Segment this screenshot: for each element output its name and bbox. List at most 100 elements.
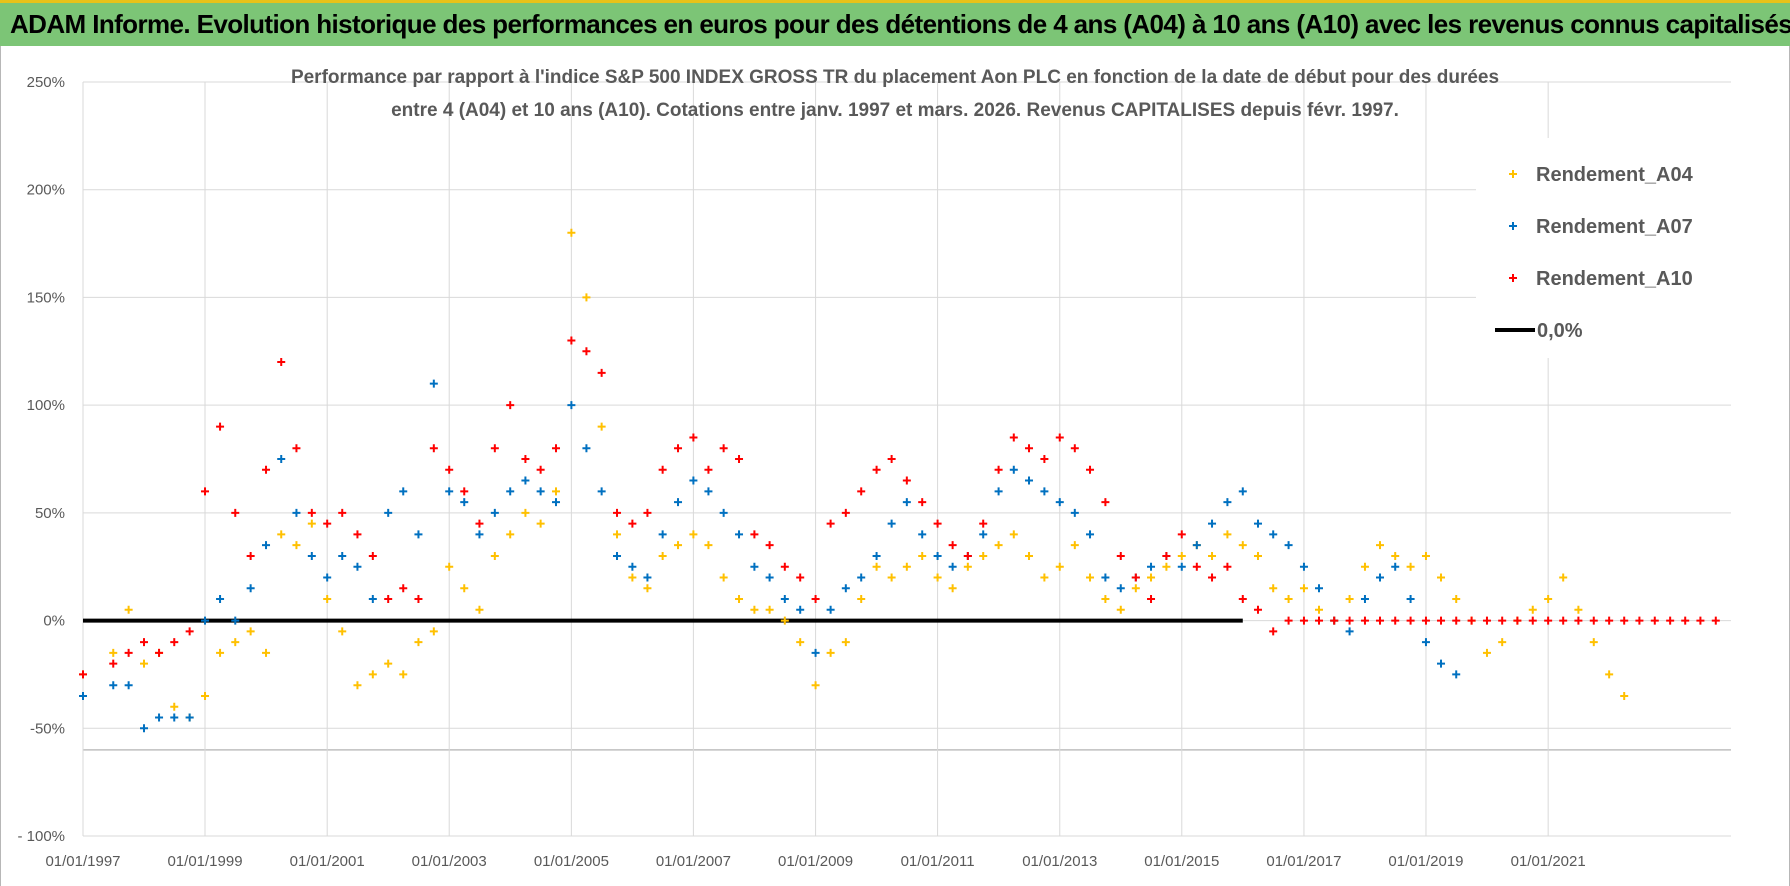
data-point	[963, 562, 972, 571]
y-tick-label: - 100%	[17, 828, 65, 845]
data-point	[1238, 595, 1247, 604]
data-point	[948, 562, 957, 571]
legend-label: 0,0%	[1537, 320, 1583, 342]
data-point	[140, 724, 149, 733]
data-point	[445, 562, 454, 571]
data-point	[1482, 616, 1491, 625]
data-point	[628, 519, 637, 528]
data-point	[918, 498, 927, 507]
data-point	[780, 595, 789, 604]
data-point	[79, 691, 87, 700]
data-point	[841, 584, 850, 593]
data-point	[536, 519, 545, 528]
data-point	[1696, 616, 1705, 625]
data-point	[918, 551, 927, 560]
data-point	[460, 487, 469, 496]
y-tick-label: 50%	[35, 505, 65, 522]
data-point	[445, 465, 454, 474]
data-point	[368, 551, 377, 560]
data-point	[475, 530, 484, 539]
data-point	[1406, 562, 1415, 571]
data-point	[689, 530, 698, 539]
series-rendement_a07	[79, 379, 1461, 733]
data-point	[1498, 616, 1507, 625]
data-point	[643, 573, 652, 582]
data-point	[1116, 551, 1125, 560]
data-point	[1284, 595, 1293, 604]
data-point	[826, 519, 835, 528]
x-tick-label: 01/01/1999	[167, 853, 242, 870]
data-point	[1253, 605, 1262, 614]
data-point	[750, 562, 759, 571]
data-point	[1147, 562, 1156, 571]
data-point	[1437, 659, 1446, 668]
data-point	[765, 605, 774, 614]
data-point	[1070, 508, 1079, 517]
data-point	[124, 605, 133, 614]
data-point	[857, 595, 866, 604]
data-point	[796, 573, 805, 582]
data-point	[597, 368, 606, 377]
data-point	[552, 444, 561, 453]
data-point	[292, 541, 301, 550]
data-point	[1116, 605, 1125, 614]
data-point	[1025, 476, 1034, 485]
data-point	[1666, 616, 1675, 625]
data-point	[1025, 551, 1034, 560]
data-point	[1101, 498, 1110, 507]
legend-box	[1476, 138, 1731, 358]
data-point	[1406, 616, 1415, 625]
data-point	[1620, 691, 1629, 700]
data-point	[841, 508, 850, 517]
data-point	[750, 605, 759, 614]
data-point	[1238, 487, 1247, 496]
data-point	[979, 551, 988, 560]
legend-swatch-marker	[1509, 170, 1517, 178]
data-point	[216, 648, 225, 657]
data-point	[1437, 573, 1446, 582]
data-point	[811, 595, 820, 604]
x-tick-label: 01/01/2011	[901, 853, 975, 870]
data-point	[536, 487, 545, 496]
data-point	[277, 530, 286, 539]
data-point	[1284, 541, 1293, 550]
data-point	[475, 605, 484, 614]
data-point	[399, 584, 408, 593]
data-point	[1711, 616, 1720, 625]
data-point	[170, 702, 179, 711]
data-point	[1482, 648, 1491, 657]
data-point	[1421, 551, 1430, 560]
data-point	[872, 551, 881, 560]
data-point	[674, 444, 683, 453]
data-point	[1299, 584, 1308, 593]
data-point	[1009, 465, 1018, 474]
data-point	[811, 681, 820, 690]
data-point	[231, 638, 240, 647]
data-point	[689, 476, 698, 485]
data-point	[1269, 584, 1278, 593]
x-tick-label: 01/01/2017	[1266, 853, 1341, 870]
legend-label: Rendement_A10	[1536, 268, 1693, 290]
data-point	[1605, 670, 1614, 679]
data-point	[780, 616, 789, 625]
data-point	[780, 562, 789, 571]
data-point	[582, 293, 591, 302]
data-point	[1177, 530, 1186, 539]
data-point	[490, 444, 499, 453]
data-point	[262, 541, 271, 550]
data-point	[796, 605, 805, 614]
data-point	[353, 681, 362, 690]
chart-legend: Rendement_A04 Rendement_A07 Rendement_A10 0…	[1476, 138, 1731, 358]
data-point	[643, 584, 652, 593]
data-point	[1208, 573, 1217, 582]
data-point	[1086, 573, 1095, 582]
data-point	[1162, 562, 1171, 571]
data-point	[1177, 551, 1186, 560]
data-point	[521, 476, 530, 485]
data-point	[1681, 616, 1690, 625]
data-point	[857, 573, 866, 582]
data-point	[1376, 573, 1385, 582]
data-point	[1009, 530, 1018, 539]
data-point	[582, 444, 591, 453]
data-point	[918, 530, 927, 539]
